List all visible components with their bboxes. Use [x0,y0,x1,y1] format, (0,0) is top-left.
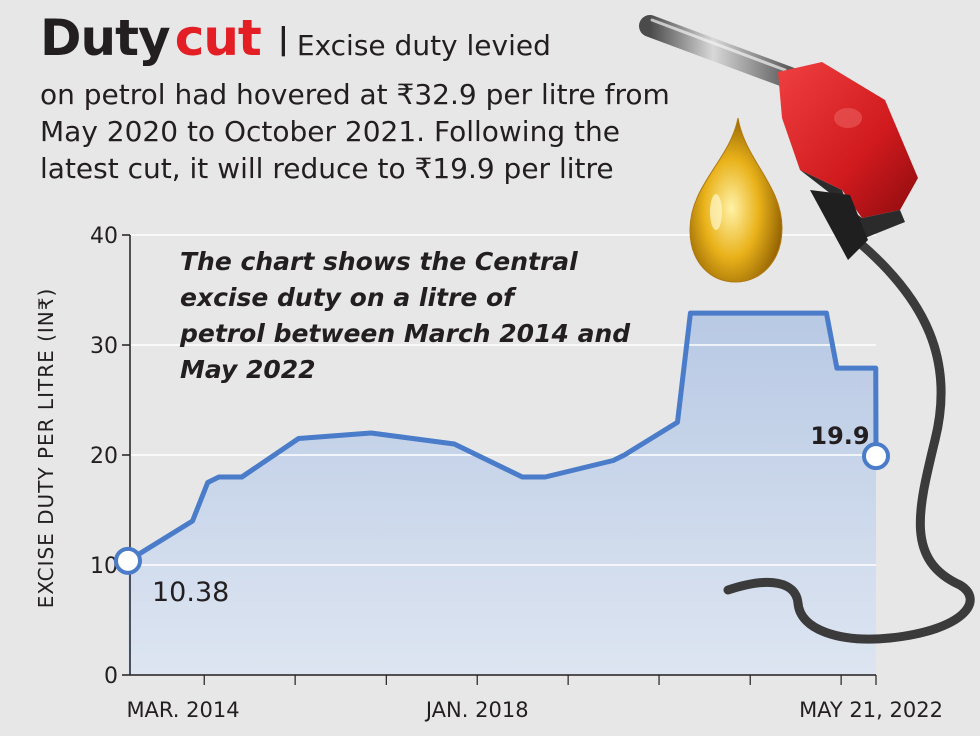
title-duty: Duty [40,9,171,67]
series-line [125,310,879,564]
axes: 0 10 20 30 40 MAR. 2014 JAN. 2018 MAY 21, 2022 [90,224,943,722]
oil-drop-icon [689,117,783,283]
x-tick-label-1: JAN. 2018 [424,698,529,722]
y-tick-label-0: 0 [104,664,118,689]
fuel-nozzle-icon [639,15,975,644]
data-area [128,313,876,675]
line-layer [125,310,879,564]
point-label-1: 19.9 [810,422,869,450]
x-tick-label-2: MAY 21, 2022 [799,698,943,722]
description-rest: on petrol had hovered at ₹32.9 per litre… [40,78,670,185]
x-tick-label-0: MAR. 2014 [126,698,239,722]
header: Duty cut | Excise duty levied on petrol h… [40,10,680,187]
chart-annotation: The chart shows the Central excise duty o… [179,247,631,384]
markers: 10.38 19.9 [114,422,890,608]
area-layer [128,313,876,675]
y-tick-label-20: 20 [90,444,118,469]
y-tick-label-30: 30 [90,334,118,359]
title-cut: cut [174,9,262,67]
annotation-line-1: excise duty on a litre of [180,283,517,312]
y-tick-label-10: 10 [90,554,118,579]
y-tick-label-40: 40 [90,224,118,249]
annotation-line-2: petrol between March 2014 and [179,319,631,348]
point-marker-1 [862,442,890,471]
point-label-0: 10.38 [152,577,229,608]
description-first: Excise duty levied [296,29,551,62]
oil-drop-highlight [710,194,722,230]
annotation-line-3: May 2022 [180,355,316,384]
title-separator: | [277,22,289,57]
point-marker-0 [114,546,142,575]
y-axis-title: EXCISE DUTY PER LITRE (IN₹) [34,288,58,609]
annotation-line-0: The chart shows the Central [180,247,578,276]
title-line: Duty cut | Excise duty levied [40,10,680,78]
